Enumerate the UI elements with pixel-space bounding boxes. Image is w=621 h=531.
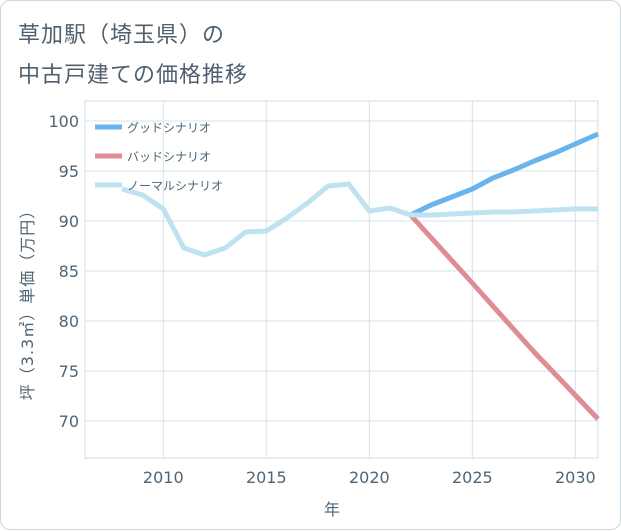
chart-title-line-2: 中古戸建ての価格推移	[18, 63, 249, 88]
y-tick-label: 85	[59, 262, 79, 281]
series-lines	[121, 131, 600, 421]
y-tick-label: 95	[59, 162, 79, 181]
series-line-2	[121, 181, 598, 258]
x-tick-label: 2020	[349, 468, 390, 487]
axis-ticks: 2010 2015 2020 2025 2030 70 75 80 85 90 95 100	[48, 112, 595, 487]
plot-area	[84, 100, 599, 459]
y-axis-label: 坪（3.3㎡）単価（万円）	[18, 202, 37, 400]
y-tick-label: 75	[59, 362, 79, 381]
series-line-0	[409, 131, 600, 218]
x-tick-label: 2030	[555, 468, 596, 487]
legend-label: グッドシナリオ	[127, 121, 211, 135]
y-tick-label: 80	[59, 312, 79, 331]
y-tick-label: 70	[59, 412, 79, 431]
x-tick-label: 2025	[452, 468, 493, 487]
chart-title-line-1: 草加駅（埼玉県）の	[18, 23, 226, 48]
y-tick-label: 90	[59, 212, 79, 231]
series-line-1	[408, 213, 600, 421]
legend-label: ノーマルシナリオ	[127, 179, 223, 193]
x-tick-label: 2015	[246, 468, 287, 487]
legend-label: バッドシナリオ	[127, 150, 211, 164]
x-axis-label: 年	[324, 500, 340, 519]
y-tick-label: 100	[48, 112, 79, 131]
x-tick-label: 2010	[143, 468, 184, 487]
